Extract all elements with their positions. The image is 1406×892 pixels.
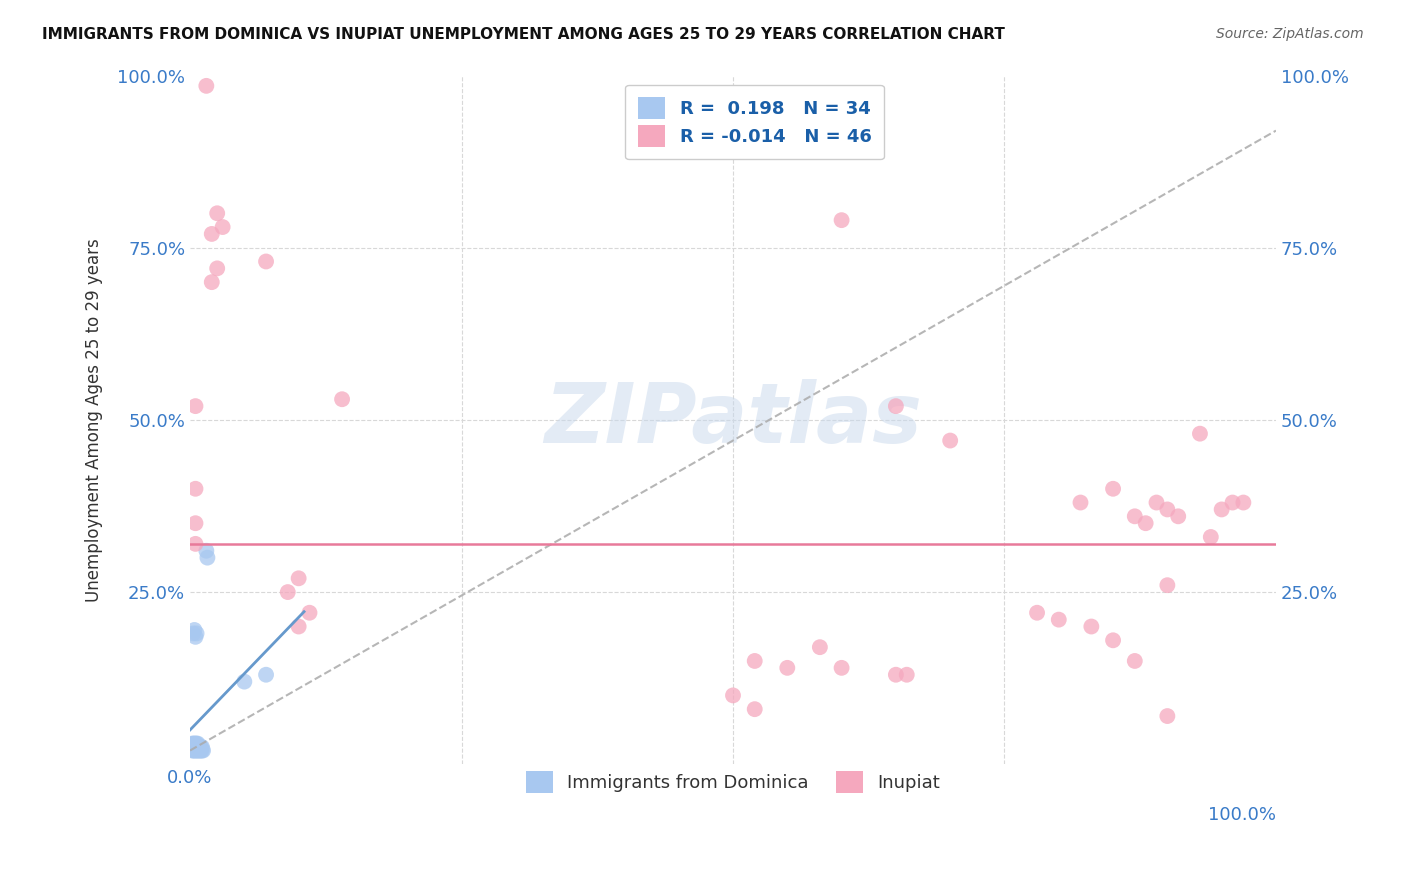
Point: [330, 392, 353, 407]
Point: [183, 740, 205, 755]
Point: [184, 743, 207, 757]
Point: [831, 213, 853, 227]
Point: [287, 571, 309, 585]
Point: [939, 434, 962, 448]
Point: [884, 399, 907, 413]
Point: [195, 78, 218, 93]
Text: IMMIGRANTS FROM DOMINICA VS INUPIAT UNEMPLOYMENT AMONG AGES 25 TO 29 YEARS CORRE: IMMIGRANTS FROM DOMINICA VS INUPIAT UNEM…: [42, 27, 1005, 42]
Point: [184, 630, 207, 644]
Point: [1047, 613, 1070, 627]
Point: [186, 626, 208, 640]
Point: [1211, 502, 1233, 516]
Point: [744, 654, 766, 668]
Point: [191, 740, 214, 755]
Point: [205, 206, 228, 220]
Point: [287, 619, 309, 633]
Point: [186, 743, 208, 757]
Point: [776, 661, 799, 675]
Point: [1156, 578, 1178, 592]
Point: [1069, 495, 1091, 509]
Point: [1123, 654, 1146, 668]
Point: [187, 740, 209, 755]
Point: [721, 689, 744, 703]
Point: [831, 661, 853, 675]
Point: [181, 743, 204, 757]
Point: [188, 743, 211, 757]
Point: [1167, 509, 1189, 524]
Point: [181, 737, 204, 751]
Point: [1102, 633, 1125, 648]
Point: [205, 261, 228, 276]
Point: [187, 743, 209, 757]
Point: [254, 667, 277, 681]
Point: [188, 740, 211, 755]
Text: ZIPatlas: ZIPatlas: [544, 379, 922, 460]
Point: [1080, 619, 1102, 633]
Point: [233, 674, 256, 689]
Text: 100.0%: 100.0%: [1208, 805, 1277, 823]
Point: [1123, 509, 1146, 524]
Y-axis label: Unemployment Among Ages 25 to 29 years: Unemployment Among Ages 25 to 29 years: [86, 238, 103, 602]
Point: [183, 743, 205, 757]
Point: [184, 516, 207, 531]
Point: [808, 640, 831, 655]
Point: [896, 667, 918, 681]
Point: [884, 667, 907, 681]
Point: [298, 606, 321, 620]
Point: [191, 743, 214, 757]
Point: [1188, 426, 1211, 441]
Point: [187, 740, 209, 755]
Legend: Immigrants from Dominica, Inupiat: Immigrants from Dominica, Inupiat: [515, 760, 950, 804]
Point: [187, 743, 209, 757]
Point: [181, 737, 204, 751]
Point: [181, 626, 204, 640]
Point: [183, 737, 205, 751]
Point: [1199, 530, 1222, 544]
Point: [187, 737, 209, 751]
Point: [1156, 709, 1178, 723]
Point: [184, 737, 207, 751]
Point: [1135, 516, 1157, 531]
Point: [181, 743, 204, 757]
Point: [184, 399, 207, 413]
Point: [181, 740, 204, 755]
Point: [195, 543, 218, 558]
Point: [1102, 482, 1125, 496]
Point: [1026, 606, 1049, 620]
Point: [190, 740, 212, 755]
Point: [1156, 502, 1178, 516]
Point: [277, 585, 299, 599]
Point: [201, 227, 224, 241]
Point: [197, 550, 219, 565]
Point: [184, 482, 207, 496]
Point: [211, 220, 233, 235]
Point: [254, 254, 277, 268]
Point: [191, 743, 214, 757]
Point: [1232, 495, 1254, 509]
Point: [1222, 495, 1244, 509]
Point: [744, 702, 766, 716]
Point: [201, 275, 224, 289]
Point: [1146, 495, 1168, 509]
Point: [186, 740, 208, 755]
Point: [190, 743, 212, 757]
Point: [186, 737, 208, 751]
Point: [184, 740, 207, 755]
Point: [183, 623, 205, 637]
Point: [184, 537, 207, 551]
Text: Source: ZipAtlas.com: Source: ZipAtlas.com: [1216, 27, 1364, 41]
